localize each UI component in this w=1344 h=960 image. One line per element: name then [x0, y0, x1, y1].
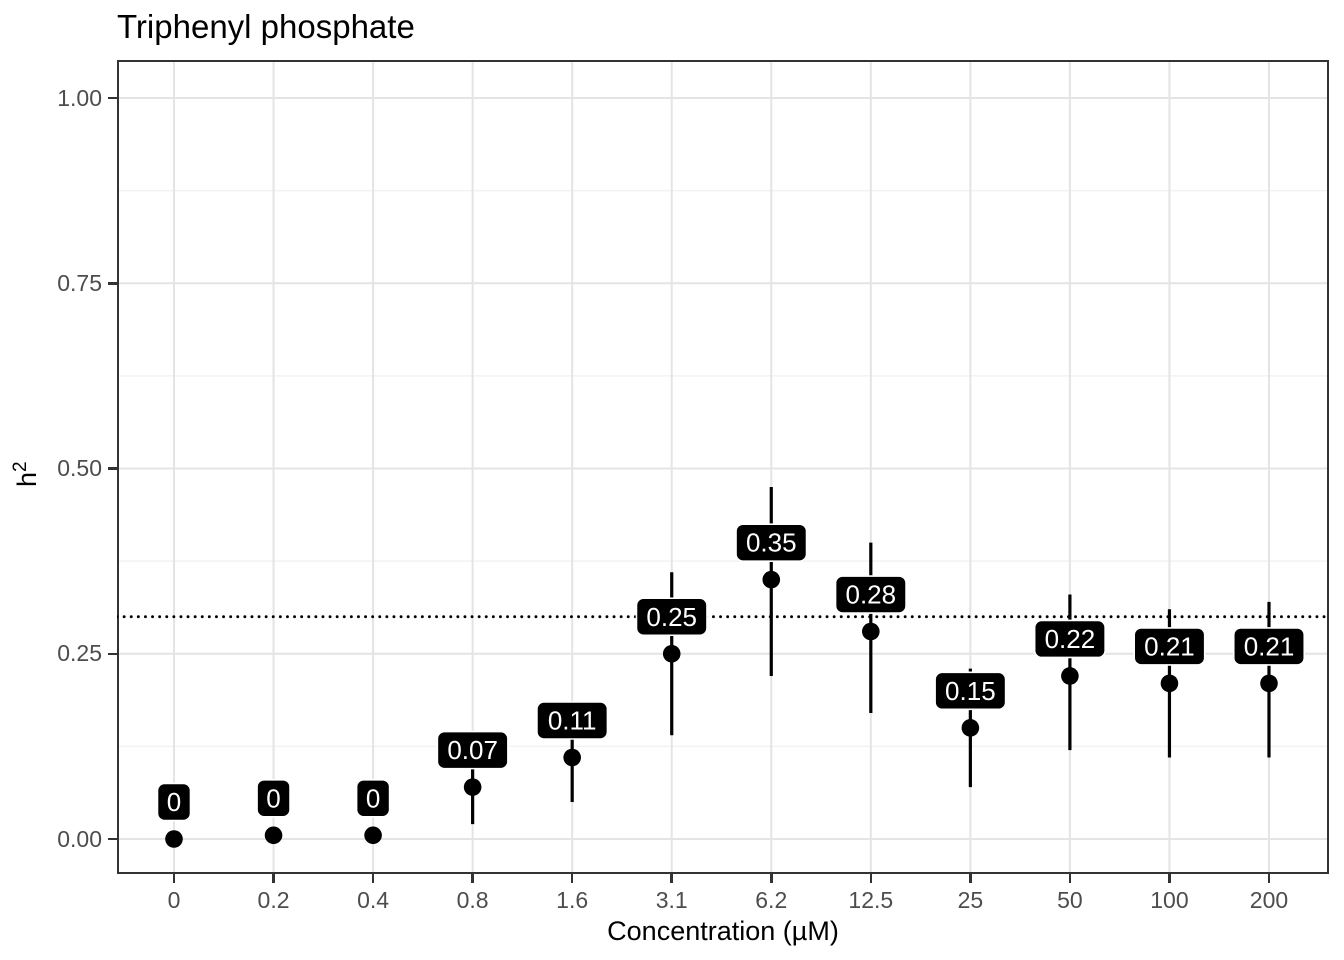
x-axis-tick	[1267, 874, 1271, 883]
data-point	[961, 719, 980, 737]
x-axis-tick	[869, 874, 873, 883]
y-tick-label: 1.00	[57, 84, 102, 111]
value-label-text: 0	[266, 783, 280, 813]
value-label-box	[934, 671, 1007, 711]
value-label-text: 0.15	[945, 676, 996, 706]
value-label-box	[156, 782, 192, 822]
y-tick-label: 0.75	[57, 269, 102, 296]
x-tick-label: 50	[1057, 887, 1083, 913]
y-tick-label: 0.50	[57, 455, 102, 481]
x-axis-tick	[670, 874, 673, 883]
x-tick-label: 200	[1249, 887, 1289, 913]
x-axis-tick	[1068, 874, 1072, 883]
value-label-box	[1232, 627, 1306, 666]
y-tick-label: 0.00	[57, 825, 102, 852]
x-axis-tick	[471, 874, 474, 883]
value-label-text: 0.35	[746, 528, 797, 558]
value-label-box	[834, 575, 907, 614]
x-tick-label: 1.6	[556, 887, 589, 913]
data-point	[364, 826, 382, 845]
data-point	[662, 644, 681, 663]
x-axis-tick	[172, 874, 176, 883]
value-label-text: 0.22	[1045, 624, 1096, 654]
y-axis-tick	[108, 282, 117, 285]
x-tick-label: 25	[957, 887, 984, 913]
y-axis-tick	[108, 837, 117, 841]
value-label-box	[635, 597, 708, 637]
x-axis-tick	[969, 874, 972, 883]
x-tick-label: 3.1	[655, 887, 688, 913]
x-tick-label: 0.4	[357, 887, 390, 913]
value-label-box	[735, 523, 808, 562]
y-axis-tick	[108, 652, 117, 655]
x-axis-tick	[770, 874, 773, 883]
value-label-text: 0.21	[1244, 631, 1295, 661]
y-axis-tick	[108, 467, 117, 470]
data-point	[463, 778, 482, 796]
data-point	[762, 570, 781, 589]
data-point	[264, 826, 283, 845]
data-point	[1061, 667, 1079, 685]
data-point	[862, 622, 880, 641]
x-axis-tick	[1168, 874, 1171, 883]
data-point	[1160, 674, 1179, 693]
x-tick-label: 0	[167, 887, 181, 913]
value-label-box	[536, 701, 609, 740]
value-label-box	[436, 730, 509, 770]
value-label-text: 0	[366, 783, 380, 813]
value-label-text: 0.11	[548, 705, 597, 735]
x-tick-label: 6.2	[755, 887, 788, 913]
x-axis-tick	[570, 874, 574, 883]
x-tick-label: 0.2	[257, 887, 290, 913]
value-label-text: 0.28	[846, 580, 897, 610]
value-label-text: 0.21	[1144, 631, 1195, 661]
x-axis-tick	[371, 874, 375, 883]
chart-svg: 0 0 0 0.07 0.11 0.25 0.35 0.28 0.15 0.22 0.21 0.21	[115, 60, 1331, 874]
value-label-box	[1133, 627, 1206, 666]
y-tick-label: 0.25	[57, 640, 102, 667]
x-tick-label: 0.8	[456, 887, 489, 913]
value-label-text: 0.25	[646, 602, 697, 632]
value-label-box	[1033, 619, 1106, 659]
value-label-text: 0	[167, 787, 181, 817]
plot-panel: 0 0 0 0.07 0.11 0.25 0.35 0.28 0.15 0.22 0.21 0.21	[115, 60, 1331, 874]
data-point	[563, 748, 581, 767]
data-point	[1260, 674, 1278, 693]
panel-border	[117, 60, 1329, 874]
data-point	[165, 830, 183, 848]
value-label-box	[355, 778, 391, 818]
x-tick-label: 100	[1150, 887, 1189, 913]
y-axis-tick	[108, 96, 117, 100]
value-label-text: 0.07	[447, 735, 498, 765]
x-axis-title: Concentration (µM)	[607, 916, 839, 946]
x-tick-label: 12.5	[848, 887, 894, 913]
y-axis-title-superscript: 2	[10, 461, 31, 472]
value-label-box	[256, 778, 291, 818]
x-axis-tick	[272, 874, 275, 883]
chart-title: Triphenyl phosphate	[117, 8, 415, 45]
